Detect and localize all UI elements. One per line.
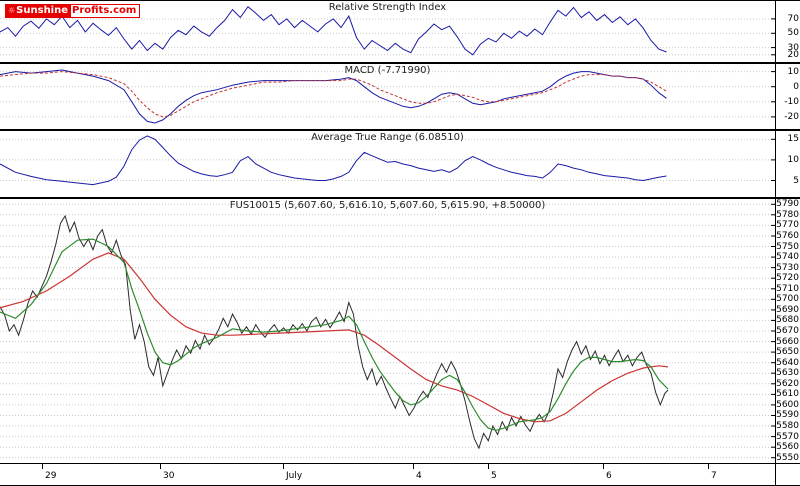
y-tick-label: 5740 (776, 252, 799, 263)
x-tick-label: 29 (45, 471, 57, 481)
macd-panel: MACD (-7.71990) 10 0 -10 -20 (0, 64, 800, 129)
price-panel: FUS10015 (5,607.60, 5,616.10, 5,607.60, … (0, 199, 800, 463)
x-tick (603, 464, 604, 469)
x-tick-label: 6 (606, 471, 612, 481)
y-tick-label: 0 (793, 81, 799, 92)
y-tick-label: 5560 (776, 442, 799, 453)
panel-separator (0, 62, 800, 64)
macd-chart-svg (0, 69, 775, 124)
sun-icon: ☼ (8, 6, 16, 15)
y-tick-label: 5690 (776, 304, 799, 315)
y-tick-label: 10 (787, 154, 799, 165)
x-tick (283, 464, 284, 469)
y-tick-label: 5590 (776, 410, 799, 421)
y-tick-label: 5710 (776, 283, 799, 294)
x-tick (413, 464, 414, 469)
x-axis: 29 30 July 4 5 6 7 (0, 463, 775, 486)
y-tick-label: 5580 (776, 421, 799, 432)
price-plot: FUS10015 (5,607.60, 5,616.10, 5,607.60, … (0, 199, 775, 463)
price-y-axis-labels: 5790 5780 5770 5760 5750 5740 5730 5720 5710 5700… (775, 199, 800, 463)
brand-secondary: Profits.com (72, 5, 137, 16)
x-tick (708, 464, 709, 469)
y-tick-label: 5700 (776, 294, 799, 305)
atr-chart-svg (0, 135, 775, 186)
x-tick-label: 30 (163, 471, 175, 481)
y-tick-label: 5600 (776, 399, 799, 410)
y-tick-label: 5790 (776, 199, 799, 210)
rsi-y-axis-labels: 70 50 30 20 (775, 1, 800, 62)
y-tick-label: 5650 (776, 347, 799, 358)
y-tick-label: 5660 (776, 336, 799, 347)
brand-logo[interactable]: ☼Sunshine Profits.com (5, 4, 141, 18)
x-tick-label: 7 (711, 471, 717, 481)
logo-box: ☼Sunshine (6, 5, 72, 17)
x-axis-corner (775, 463, 800, 485)
y-tick-label: 5630 (776, 368, 799, 379)
atr-panel: Average True Range (6.08510) 15 10 5 (0, 131, 800, 197)
x-tick-label: July (286, 471, 303, 481)
y-tick-label: 5770 (776, 220, 799, 231)
y-tick-label: 5550 (776, 452, 799, 463)
macd-plot: MACD (-7.71990) (0, 64, 775, 129)
atr-plot: Average True Range (6.08510) (0, 131, 775, 197)
macd-y-axis-labels: 10 0 -10 -20 (775, 64, 800, 129)
x-tick (42, 464, 43, 469)
y-tick-label: 70 (787, 13, 799, 24)
y-tick-label: -10 (784, 96, 799, 107)
y-tick-label: 5 (793, 175, 799, 186)
y-tick-label: 5750 (776, 241, 799, 252)
y-tick-label: 5730 (776, 262, 799, 273)
y-tick-label: 50 (787, 28, 799, 39)
price-chart-svg (0, 203, 775, 459)
y-tick-label: 5610 (776, 389, 799, 400)
y-tick-label: 5680 (776, 315, 799, 326)
y-tick-label: 5670 (776, 326, 799, 336)
y-tick-label: 5780 (776, 209, 799, 220)
panel-separator (0, 197, 800, 199)
y-tick-label: 5720 (776, 273, 799, 284)
top-border (0, 0, 800, 1)
atr-y-axis-labels: 15 10 5 (775, 131, 800, 197)
rsi-chart-svg (0, 5, 775, 56)
x-axis-row: 29 30 July 4 5 6 7 (0, 463, 800, 485)
brand-primary: Sunshine (16, 5, 69, 16)
y-tick-label: -20 (784, 111, 799, 122)
y-tick-label: 5620 (776, 378, 799, 389)
y-tick-label: 30 (787, 42, 799, 53)
rsi-panel: Relative Strength Index ☼Sunshine Profits… (0, 1, 800, 62)
y-tick-label: 5640 (776, 357, 799, 368)
panel-separator (0, 129, 800, 131)
x-tick (160, 464, 161, 469)
y-tick-label: 5760 (776, 230, 799, 241)
x-tick (488, 464, 489, 469)
x-tick-label: 4 (416, 471, 422, 481)
y-tick-label: 15 (787, 134, 799, 145)
y-tick-label: 5570 (776, 431, 799, 442)
y-tick-label: 20 (787, 49, 799, 60)
y-tick-label: 10 (787, 66, 799, 77)
rsi-plot: Relative Strength Index ☼Sunshine Profits… (0, 1, 775, 62)
x-tick-label: 5 (491, 471, 497, 481)
